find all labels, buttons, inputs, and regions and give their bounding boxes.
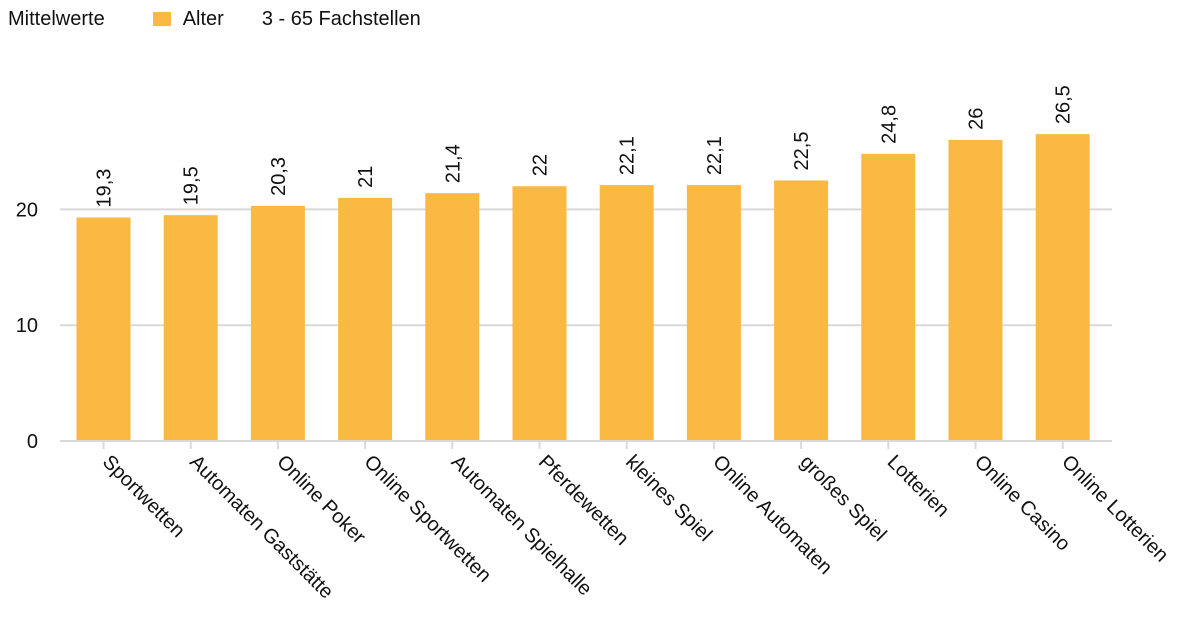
value-label: 22,1 — [704, 136, 726, 175]
bar — [163, 215, 218, 441]
y-tick-label: 0 — [27, 431, 38, 453]
value-label: 19,5 — [181, 166, 203, 205]
grid-lines — [60, 208, 1112, 327]
value-label: 21,4 — [442, 144, 464, 183]
category-label: kleines Spiel — [621, 451, 716, 546]
value-label: 26,5 — [1053, 85, 1075, 124]
bar — [425, 193, 480, 441]
bar — [1035, 134, 1090, 441]
value-label: 22,1 — [617, 136, 639, 175]
value-label: 21 — [355, 166, 377, 188]
category-label: Pferdewetten — [534, 451, 633, 550]
value-labels: 19,3 19,5 20,3 21 21,4 22 22,1 22,1 22,5 24,8 26 26… — [94, 85, 1075, 207]
value-label: 24,8 — [878, 105, 900, 144]
value-label: 19,3 — [94, 169, 116, 208]
bar — [338, 197, 393, 441]
bars — [76, 134, 1090, 442]
y-axis: 0 10 20 — [16, 199, 38, 453]
category-label: Sportwetten — [98, 451, 189, 542]
bar — [512, 186, 567, 441]
value-label: 22 — [530, 154, 552, 176]
category-label: großes Spiel — [796, 451, 891, 546]
legend-swatch — [152, 12, 171, 26]
y-tick-label: 10 — [16, 315, 38, 337]
value-label: 22,5 — [791, 132, 813, 171]
y-tick-label: 20 — [16, 199, 38, 221]
bar — [948, 139, 1003, 442]
category-label: Lotterien — [883, 451, 954, 522]
legend-title: Mittelwerte — [8, 7, 105, 30]
category-label: Automaten Spielhalle — [447, 451, 596, 600]
chart-header: Mittelwerte Alter 3 - 65 Fachstellen — [8, 4, 421, 34]
bar — [686, 185, 741, 441]
value-label: 26 — [966, 108, 988, 130]
legend-note: 3 - 65 Fachstellen — [261, 7, 421, 30]
bar — [599, 185, 654, 441]
bar — [76, 217, 131, 441]
value-label: 20,3 — [268, 157, 290, 196]
category-label: Online Poker — [272, 451, 370, 549]
legend-series-name: Alter — [182, 7, 224, 30]
category-label: Automaten Gaststätte — [185, 451, 337, 603]
category-label: Online Lotterien — [1057, 451, 1172, 566]
bar — [861, 153, 916, 442]
bar — [250, 205, 305, 441]
bar — [774, 180, 829, 441]
